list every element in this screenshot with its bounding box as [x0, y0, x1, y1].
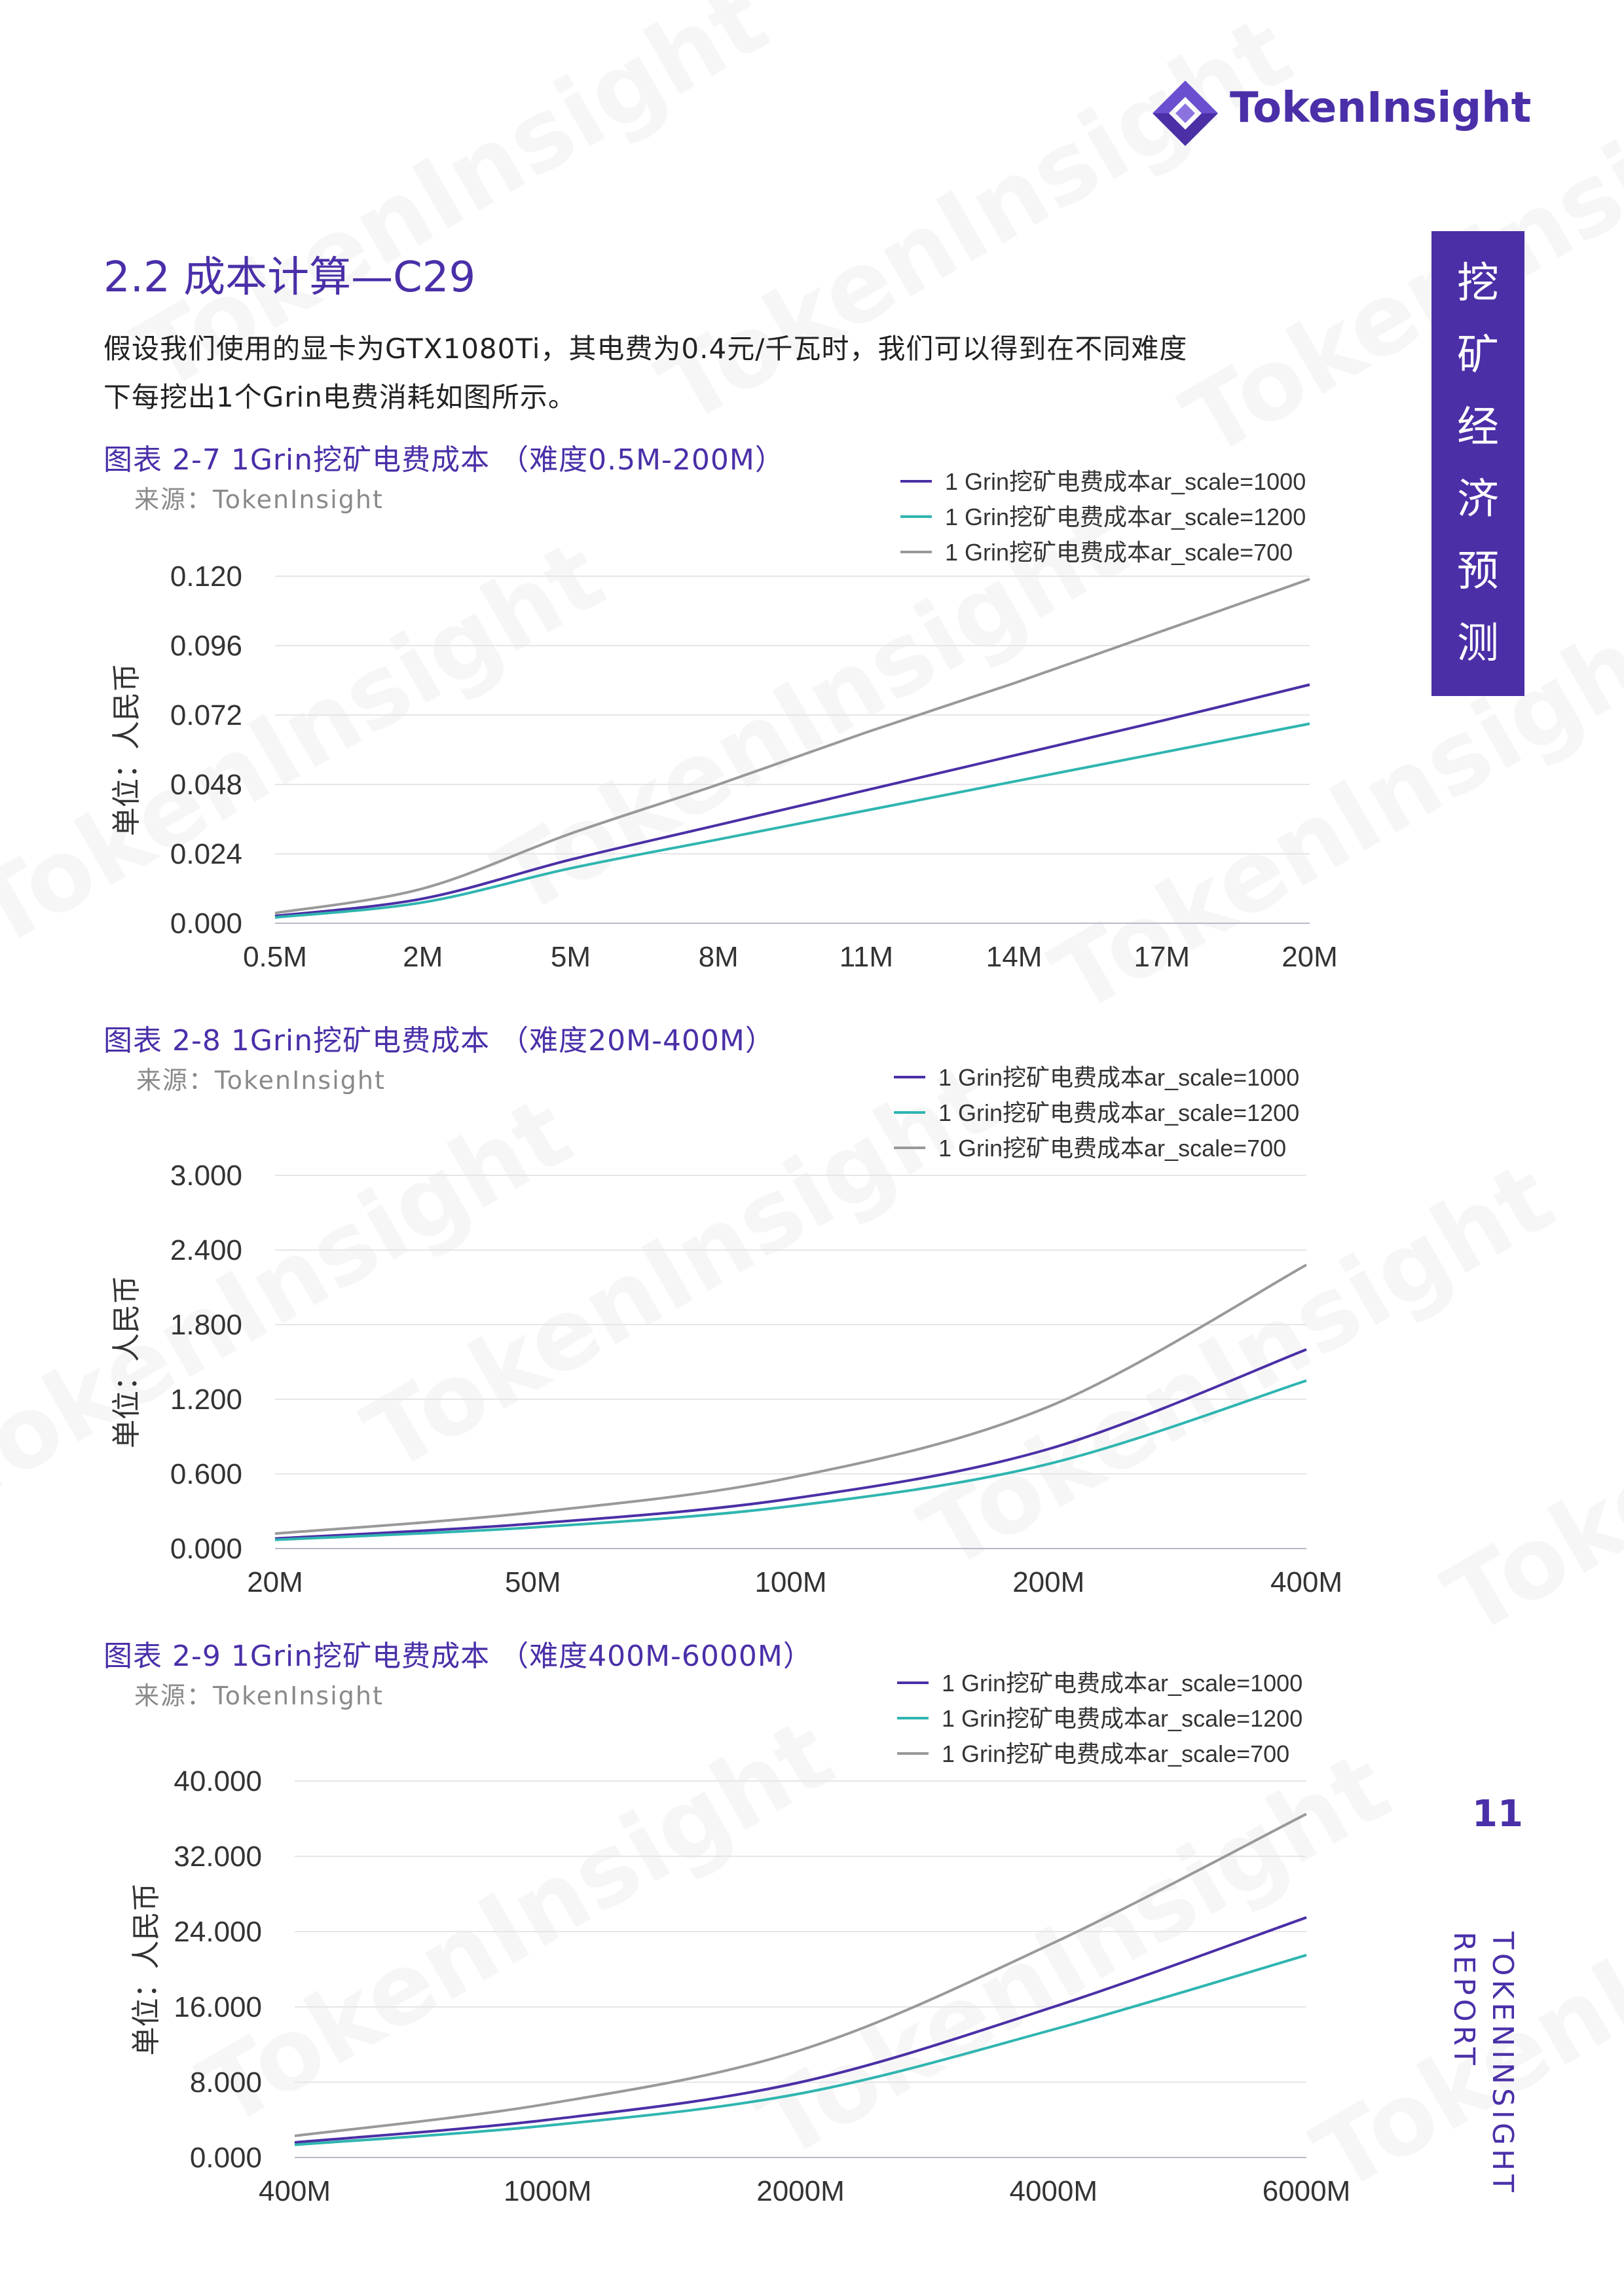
y-tick-label: 8.000 — [190, 2066, 262, 2099]
x-tick-label: 2M — [403, 941, 443, 973]
side-tab-char: 济 — [1457, 475, 1499, 524]
vertical-footer: TOKENINSIGHT REPORT — [1447, 1932, 1519, 2207]
y-tick-label: 3.000 — [170, 1160, 242, 1192]
series-line — [274, 1264, 1307, 1535]
y-tick-label: 0.120 — [170, 560, 242, 593]
legend-label: 1 Grin挖矿电费成本ar_scale=1000 — [945, 468, 1306, 495]
x-tick-label: 20M — [1282, 941, 1338, 973]
series-line — [274, 683, 1310, 917]
figure-source: 来源：TokenInsight — [134, 1681, 384, 1710]
x-tick-label: 0.5M — [243, 941, 307, 973]
y-tick-label: 0.024 — [170, 838, 242, 870]
x-tick-label: 50M — [505, 1566, 561, 1598]
figure-title: 图表 2-8 1Grin挖矿电费成本 （难度20M-400M） — [103, 1024, 775, 1057]
y-tick-label: 40.000 — [174, 1765, 262, 1797]
legend-label: 1 Grin挖矿电费成本ar_scale=1200 — [942, 1705, 1302, 1732]
intro-line: 假设我们使用的显卡为GTX1080Ti，其电费为0.4元/千瓦时，我们可以得到在… — [103, 333, 1188, 365]
series-line — [274, 722, 1310, 919]
figure-source: 来源：TokenInsight — [134, 485, 384, 514]
figure-title: 图表 2-9 1Grin挖矿电费成本 （难度400M-6000M） — [103, 1640, 813, 1673]
series-line — [294, 1812, 1307, 2137]
y-tick-label: 0.000 — [170, 1533, 242, 1565]
series-line — [294, 1954, 1307, 2146]
watermark-text: TokenInsight — [1427, 1206, 1624, 1658]
series-line — [274, 578, 1310, 915]
side-tab-char: 经 — [1457, 403, 1499, 452]
y-tick-label: 16.000 — [174, 1991, 262, 2023]
footer-report: REPORT — [1447, 1932, 1481, 2069]
y-tick-label: 24.000 — [174, 1916, 262, 1948]
x-tick-label: 1000M — [504, 2175, 592, 2207]
x-tick-label: 5M — [551, 941, 591, 973]
side-tab-char: 测 — [1457, 619, 1499, 668]
footer-brand: TOKENINSIGHT — [1486, 1932, 1519, 2196]
x-tick-label: 400M — [1270, 1566, 1342, 1598]
y-tick-label: 0.000 — [190, 2142, 262, 2174]
y-tick-label: 32.000 — [174, 1841, 262, 1873]
y-tick-label: 0.600 — [170, 1458, 242, 1490]
legend-label: 1 Grin挖矿电费成本ar_scale=1200 — [945, 504, 1306, 530]
x-tick-label: 8M — [699, 941, 739, 973]
side-tab-char: 挖 — [1457, 259, 1499, 308]
page-number: 11 — [1472, 1793, 1523, 1835]
series-line — [274, 1348, 1307, 1540]
legend-label: 1 Grin挖矿电费成本ar_scale=700 — [938, 1135, 1286, 1162]
section-title: 2.2 成本计算—C29 — [103, 253, 476, 302]
y-tick-label: 2.400 — [170, 1234, 242, 1266]
x-tick-label: 2000M — [756, 2175, 845, 2207]
y-tick-label: 0.048 — [170, 769, 242, 801]
section-side-tab: 挖 矿 经 济 预 测 — [1431, 231, 1524, 696]
y-axis-label: 单位：人民币 — [110, 1276, 143, 1448]
intro-line: 下每挖出1个Grin电费消耗如图所示。 — [103, 381, 576, 413]
series-line — [274, 1379, 1307, 1541]
legend-label: 1 Grin挖矿电费成本ar_scale=1200 — [938, 1099, 1299, 1126]
legend-label: 1 Grin挖矿电费成本ar_scale=1000 — [938, 1064, 1299, 1091]
side-tab-char: 矿 — [1457, 331, 1499, 380]
y-axis-label: 单位：人民币 — [130, 1883, 163, 2056]
figure-source: 来源：TokenInsight — [136, 1066, 386, 1095]
x-tick-label: 100M — [754, 1566, 826, 1598]
x-tick-label: 6000M — [1263, 2175, 1351, 2207]
logo-icon — [1149, 77, 1221, 149]
x-tick-label: 14M — [986, 941, 1043, 973]
y-tick-label: 1.800 — [170, 1309, 242, 1341]
legend-label: 1 Grin挖矿电费成本ar_scale=700 — [942, 1740, 1289, 1767]
x-tick-label: 17M — [1134, 941, 1190, 973]
x-tick-label: 200M — [1012, 1566, 1084, 1598]
intro-paragraph: 假设我们使用的显卡为GTX1080Ti，其电费为0.4元/千瓦时，我们可以得到在… — [103, 325, 1387, 422]
series-line — [294, 1916, 1307, 2144]
y-tick-label: 0.000 — [170, 908, 242, 940]
y-tick-label: 1.200 — [170, 1384, 242, 1416]
y-tick-label: 0.072 — [170, 699, 242, 731]
side-tab-char: 预 — [1457, 547, 1499, 596]
legend-label: 1 Grin挖矿电费成本ar_scale=700 — [945, 539, 1293, 566]
y-tick-label: 0.096 — [170, 630, 242, 662]
x-tick-label: 4000M — [1009, 2175, 1098, 2207]
figure-title: 图表 2-7 1Grin挖矿电费成本 （难度0.5M-200M） — [103, 443, 784, 477]
brand-name: TokenInsight — [1230, 84, 1532, 132]
y-axis-label: 单位：人民币 — [110, 663, 143, 836]
x-tick-label: 400M — [259, 2175, 331, 2207]
legend-label: 1 Grin挖矿电费成本ar_scale=1000 — [942, 1670, 1302, 1697]
x-tick-label: 20M — [247, 1566, 303, 1598]
x-tick-label: 11M — [840, 941, 893, 973]
